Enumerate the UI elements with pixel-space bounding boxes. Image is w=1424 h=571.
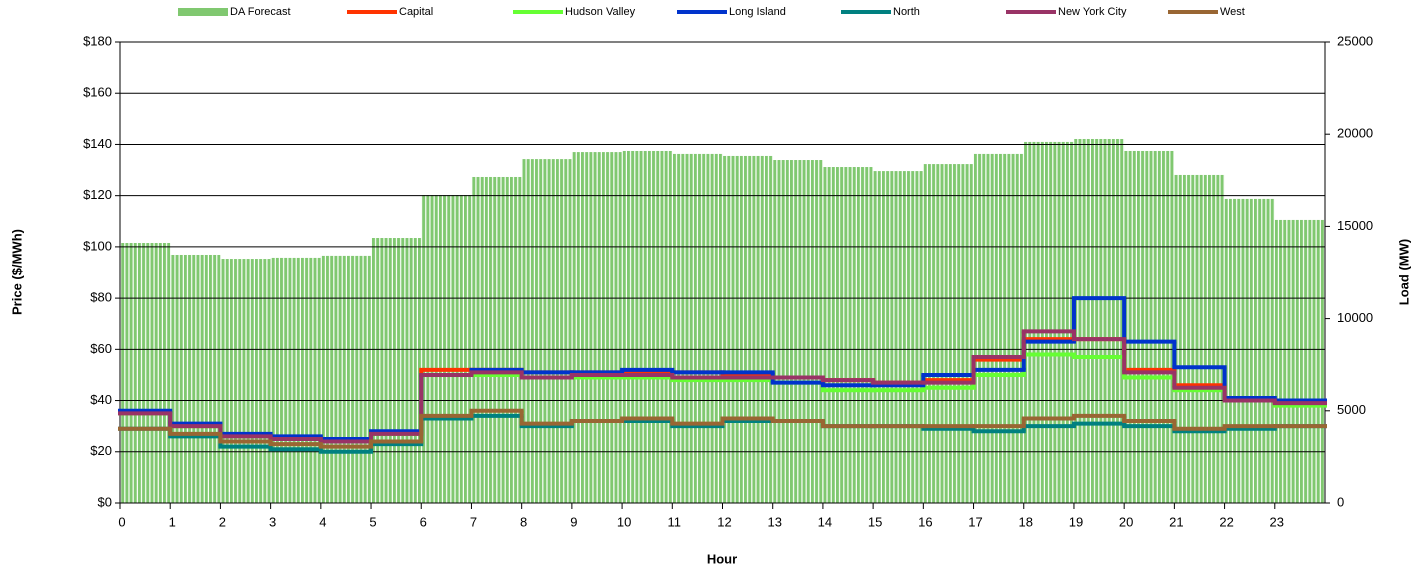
x-tick-label: 9 [570, 514, 577, 529]
y-axis-title: Price ($/MWh) [9, 229, 24, 315]
load-bar [1174, 174, 1225, 503]
x-tick-label: 7 [470, 514, 477, 529]
y-tick-label: $0 [98, 494, 112, 509]
x-tick-label: 22 [1219, 514, 1233, 529]
y2-tick-label: 0 [1337, 494, 1344, 509]
x-tick-label: 5 [369, 514, 376, 529]
legend-label: Hudson Valley [565, 6, 636, 18]
load-bar [571, 152, 623, 504]
load-bar [1073, 138, 1125, 504]
x-tick-label: 20 [1119, 514, 1133, 529]
x-tick-label: 6 [420, 514, 427, 529]
y2-tick-label: 20000 [1337, 126, 1373, 141]
y-tick-label: $80 [90, 290, 112, 305]
y-tick-label: $120 [83, 187, 112, 202]
load-bar [270, 257, 321, 503]
x-tick-label: 17 [968, 514, 982, 529]
load-bar [1224, 198, 1275, 504]
legend-label: Capital [399, 6, 433, 18]
y-tick-label: $160 [83, 85, 112, 100]
load-bar [973, 153, 1024, 504]
load-bar [371, 238, 422, 503]
legend-swatch [178, 8, 228, 16]
x-tick-label: 4 [319, 514, 326, 529]
y2-tick-label: 5000 [1337, 402, 1366, 417]
x-tick-label: 8 [520, 514, 527, 529]
legend-label: West [1220, 6, 1245, 18]
y-tick-label: $100 [83, 238, 112, 253]
legend-label: DA Forecast [230, 6, 291, 18]
y-tick-label: $140 [83, 136, 112, 151]
load-bar [1124, 150, 1175, 503]
x-tick-label: 13 [767, 514, 781, 529]
load-bar [622, 150, 673, 503]
load-bar [220, 259, 271, 503]
load-bar [320, 255, 372, 503]
load-bar [471, 176, 522, 503]
x-tick-label: 10 [617, 514, 631, 529]
y-tick-label: $60 [90, 341, 112, 356]
y2-tick-label: 10000 [1337, 310, 1373, 325]
y-tick-label: $40 [90, 392, 112, 407]
legend-label: North [893, 6, 920, 18]
y2-tick-label: 25000 [1337, 33, 1373, 48]
y-tick-label: $180 [83, 33, 112, 48]
x-tick-label: 15 [868, 514, 882, 529]
x-tick-label: 16 [918, 514, 932, 529]
x-tick-label: 19 [1069, 514, 1083, 529]
x-tick-label: 23 [1270, 514, 1284, 529]
x-tick-label: 3 [269, 514, 276, 529]
load-bar [672, 153, 723, 504]
load-bar [120, 242, 171, 503]
x-tick-label: 0 [118, 514, 125, 529]
x-axis-title: Hour [707, 551, 737, 566]
x-tick-label: 21 [1169, 514, 1183, 529]
x-tick-label: 18 [1019, 514, 1033, 529]
x-tick-label: 1 [169, 514, 176, 529]
plot-frame [119, 41, 1326, 504]
load-bar [1274, 219, 1325, 504]
series-line [118, 329, 1327, 444]
load-bar [923, 164, 974, 503]
load-bar [722, 155, 773, 503]
legend-label: Long Island [729, 6, 786, 18]
series-line [118, 408, 1327, 449]
y2-tick-label: 15000 [1337, 218, 1373, 233]
load-bar [873, 171, 924, 503]
y-tick-label: $20 [90, 443, 112, 458]
legend-label: New York City [1058, 6, 1127, 18]
x-tick-label: 14 [818, 514, 832, 529]
y2-axis-title: Load (MW) [1396, 239, 1411, 305]
load-bar [521, 159, 572, 503]
load-bar [822, 167, 874, 503]
x-tick-label: 11 [668, 514, 682, 529]
load-bar [772, 160, 823, 504]
x-tick-label: 2 [219, 514, 226, 529]
load-bar [170, 254, 221, 503]
x-tick-label: 12 [717, 514, 731, 529]
load-bar [1023, 141, 1074, 503]
